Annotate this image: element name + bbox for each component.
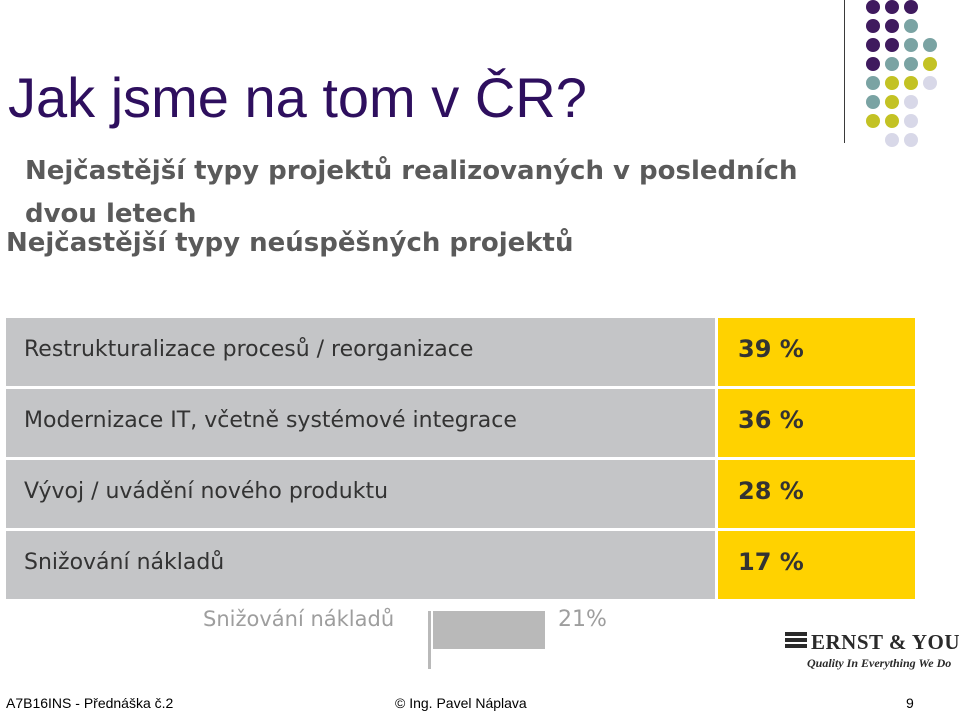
row-label: Modernizace IT, včetně systémové integra… [24, 408, 517, 433]
decorative-dot [904, 0, 918, 14]
subtitle-projects: Nejčastější typy projektů realizovaných … [25, 156, 798, 229]
cropped-chart-axis [428, 611, 431, 669]
row-label: Restrukturalizace procesů / reorganizace [24, 337, 474, 362]
decorative-dot [904, 133, 918, 147]
row-value-cell: 28 % [718, 460, 915, 528]
decorative-dot [904, 76, 918, 90]
decorative-dot [904, 19, 918, 33]
project-types-table: Restrukturalizace procesů / reorganizace… [6, 318, 915, 602]
decorative-dot [866, 76, 880, 90]
decorative-dot [885, 19, 899, 33]
ernst-young-logo: ERNST & YOUNG Quality In Everything We D… [785, 630, 960, 672]
footer-author: © Ing. Pavel Náplava [395, 695, 527, 711]
row-value-cell: 36 % [718, 389, 915, 457]
footer-course: A7B16INS - Přednáška č.2 [6, 695, 174, 711]
row-label-cell: Restrukturalizace procesů / reorganizace [6, 318, 715, 386]
row-value-cell: 39 % [718, 318, 915, 386]
row-label-cell: Snižování nákladů [6, 531, 715, 599]
decorative-dot [866, 0, 880, 14]
decorative-dot [866, 114, 880, 128]
decorative-dot [904, 38, 918, 52]
row-value: 36 % [738, 406, 804, 434]
row-value: 39 % [738, 335, 804, 363]
subtitle-failed-projects: Nejčastější typy neúspěšných projektů [6, 228, 574, 258]
row-value: 17 % [738, 548, 804, 576]
cropped-chart-bar [433, 611, 545, 649]
logo-tagline: Quality In Everything We Do [807, 656, 952, 670]
decorative-dot [904, 95, 918, 109]
decorative-dot [866, 57, 880, 71]
logo-name: ERNST & YOUNG [811, 630, 960, 654]
footer-page-number: 9 [906, 695, 914, 711]
row-label: Vývoj / uvádění nového produktu [24, 479, 389, 504]
decorative-dot [885, 133, 899, 147]
header-divider [844, 0, 845, 143]
table-row: Snižování nákladů 17 % [6, 531, 915, 599]
decorative-dot [885, 114, 899, 128]
decorative-dot [866, 38, 880, 52]
table-row: Restrukturalizace procesů / reorganizace… [6, 318, 915, 386]
row-label-cell: Modernizace IT, včetně systémové integra… [6, 389, 715, 457]
decorative-dot [885, 38, 899, 52]
cropped-chart-label: Snižování nákladů [203, 607, 395, 631]
row-value: 28 % [738, 477, 804, 505]
decorative-dot [885, 95, 899, 109]
decorative-dot [866, 95, 880, 109]
decorative-dot [885, 0, 899, 14]
slide-title: Jak jsme na tom v ČR? [8, 66, 587, 129]
decorative-dot [904, 114, 918, 128]
decorative-dot [923, 76, 937, 90]
row-value-cell: 17 % [718, 531, 915, 599]
decorative-dot [923, 57, 937, 71]
decorative-dot [923, 38, 937, 52]
cropped-chart-value: 21% [558, 607, 607, 632]
ey-mark-icon [785, 632, 807, 654]
table-row: Modernizace IT, včetně systémové integra… [6, 389, 915, 457]
decorative-dot [904, 57, 918, 71]
decorative-dot [885, 57, 899, 71]
decorative-dot [866, 19, 880, 33]
row-label-cell: Vývoj / uvádění nového produktu [6, 460, 715, 528]
table-row: Vývoj / uvádění nového produktu 28 % [6, 460, 915, 528]
decorative-dot [885, 76, 899, 90]
row-label: Snižování nákladů [24, 550, 225, 575]
